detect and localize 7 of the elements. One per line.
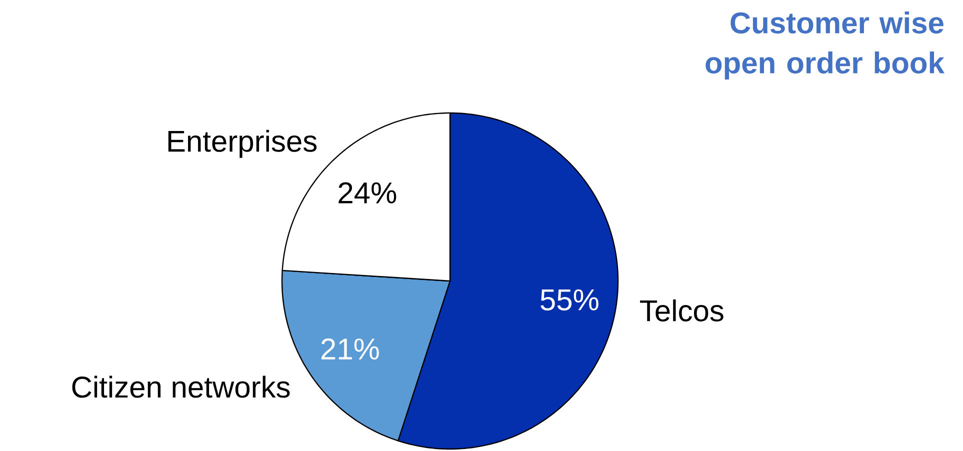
slice-label: Citizen networks <box>72 376 290 398</box>
data-label: 24% <box>338 182 396 204</box>
text: Customer wise open order book <box>706 12 945 80</box>
slice-label: Enterprises <box>168 130 317 158</box>
slice-label: Telcos <box>640 299 724 322</box>
data-label: 21% <box>321 338 379 360</box>
data-label: 55% <box>540 289 598 310</box>
